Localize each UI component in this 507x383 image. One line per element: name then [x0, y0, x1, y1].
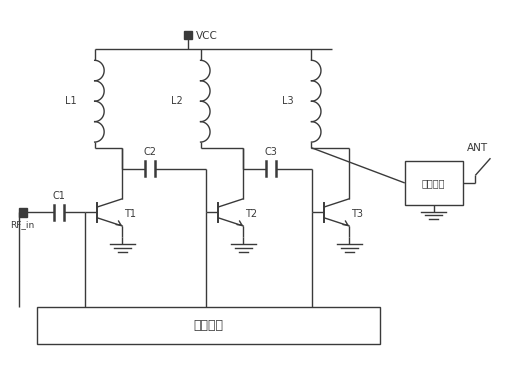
Bar	[37, 308, 380, 344]
Text: 输出匹配: 输出匹配	[422, 178, 446, 188]
Text: L1: L1	[65, 96, 77, 106]
Text: 偏置电路: 偏置电路	[193, 319, 223, 332]
Bar	[19, 208, 26, 217]
Text: T2: T2	[245, 210, 257, 219]
Text: RF_in: RF_in	[11, 220, 34, 229]
Text: T1: T1	[124, 210, 136, 219]
Text: L2: L2	[171, 96, 183, 106]
Text: C3: C3	[265, 147, 278, 157]
Bar	[184, 31, 192, 39]
Text: C2: C2	[143, 147, 157, 157]
Text: C1: C1	[53, 191, 66, 201]
Text: VCC: VCC	[196, 31, 218, 41]
Text: L3: L3	[282, 96, 294, 106]
Bar	[405, 161, 463, 205]
Text: T3: T3	[351, 210, 363, 219]
Text: ANT: ANT	[467, 142, 488, 153]
